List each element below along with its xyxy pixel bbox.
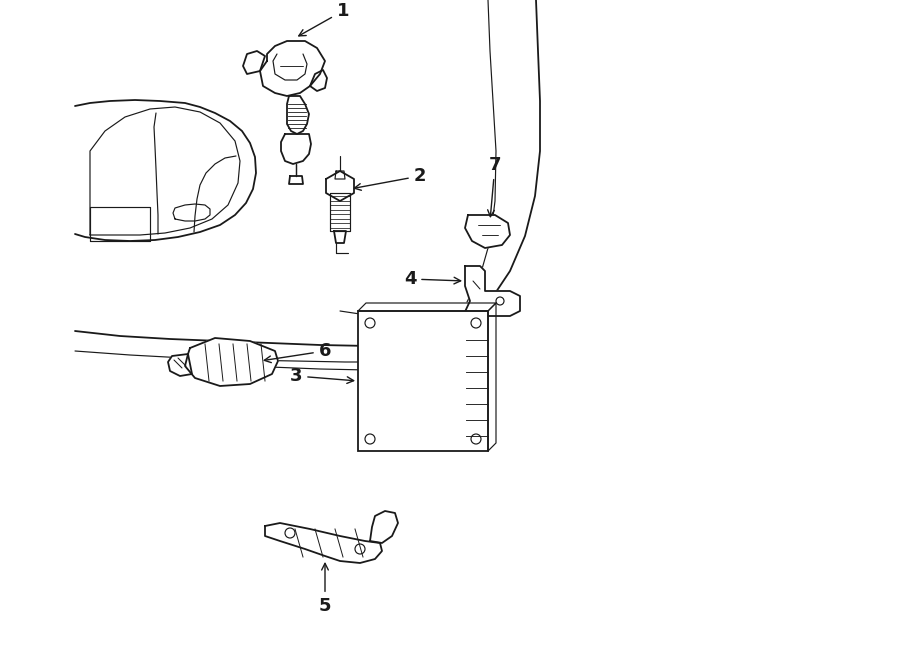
Polygon shape	[185, 338, 278, 386]
Text: 3: 3	[290, 367, 354, 385]
Text: 7: 7	[488, 156, 501, 217]
Text: 2: 2	[355, 167, 427, 190]
Polygon shape	[488, 303, 496, 451]
Text: 1: 1	[299, 2, 349, 36]
Text: 4: 4	[404, 270, 461, 288]
Polygon shape	[335, 171, 345, 179]
Polygon shape	[168, 354, 192, 376]
Polygon shape	[334, 231, 346, 243]
Polygon shape	[463, 266, 520, 333]
Polygon shape	[287, 96, 309, 134]
Polygon shape	[330, 193, 350, 231]
Polygon shape	[310, 70, 327, 91]
Polygon shape	[260, 41, 325, 96]
Polygon shape	[358, 303, 496, 311]
Polygon shape	[281, 134, 311, 164]
Text: 6: 6	[265, 342, 331, 363]
Polygon shape	[243, 51, 265, 74]
Polygon shape	[465, 215, 510, 248]
Polygon shape	[370, 511, 398, 543]
Polygon shape	[289, 176, 303, 184]
Polygon shape	[265, 523, 382, 563]
Text: 5: 5	[319, 563, 331, 615]
FancyBboxPatch shape	[358, 311, 488, 451]
Polygon shape	[326, 171, 354, 201]
